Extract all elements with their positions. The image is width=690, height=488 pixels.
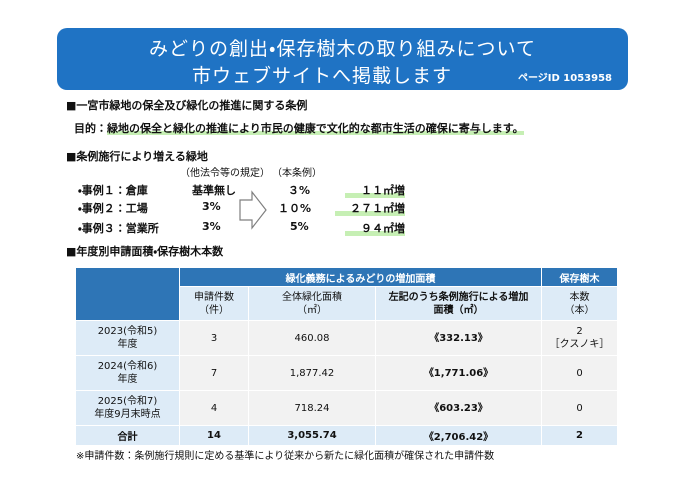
case-this: １０% [278, 202, 312, 215]
case-increase: １１㎡増 [345, 182, 405, 198]
purpose-label: 目的： [74, 122, 107, 135]
total-cell: 14 [179, 425, 249, 446]
arrow-shape [239, 190, 267, 230]
title-line: みどりの創出・保存樹木の取り組みについて [149, 38, 536, 60]
section-heading: ■年度別申請面積・保存樹木本数 [66, 245, 224, 258]
row-header: 2025(令和7) 年度9月末時点 [75, 390, 180, 426]
table-cell: 《332.13》 [375, 320, 542, 356]
column-header: 本数 （本） [541, 286, 618, 321]
case-label: ・事例１：倉庫 [78, 184, 148, 197]
table-cell: 1,877.42 [248, 355, 376, 391]
table-cell: 2 ［クスノキ］ [541, 320, 618, 356]
table-cell: 《603.23》 [375, 390, 542, 426]
purpose-text: 緑地の保全と緑化の推進により市民の健康で文化的な都市生活の確保に寄与します。 [107, 122, 524, 135]
title-banner: みどりの創出・保存樹木の取り組みについて 市ウェブサイトへ掲載します ページID… [57, 28, 628, 90]
group-header: 保存樹木 [541, 267, 618, 287]
case-other: 基準無し [192, 184, 236, 197]
case-other: 3% [202, 200, 221, 213]
case-other: 3% [202, 220, 221, 233]
case-increase: ９４㎡増 [345, 220, 405, 236]
corner-cell [75, 267, 180, 321]
table-cell: 7 [179, 355, 249, 391]
group-header: 緑化義務によるみどりの増加面積 [179, 267, 542, 287]
case-label: ・事例２：工場 [78, 202, 148, 215]
data-table: 緑化義務によるみどりの増加面積 保存樹木 申請件数 （件） 全体緑化面積 （㎡）… [75, 267, 618, 446]
column-label: （他法令等の規定） [180, 168, 270, 179]
column-header: 左記のうち条例施行による増加 面積（㎡） [375, 286, 542, 321]
purpose: 目的：緑地の保全と緑化の推進により市民の健康で文化的な都市生活の確保に寄与します… [74, 120, 524, 136]
table-row: 2025(令和7) 年度9月末時点 4 718.24 《603.23》 0 [75, 390, 618, 426]
case-label: ・事例３：営業所 [78, 222, 159, 235]
row-header: 2023(令和5) 年度 [75, 320, 180, 356]
total-cell: 3,055.74 [248, 425, 376, 446]
case-this: 5% [290, 220, 309, 233]
table-row: 申請件数 （件） 全体緑化面積 （㎡） 左記のうち条例施行による増加 面積（㎡）… [76, 286, 618, 321]
section-heading: ■一宮市緑地の保全及び緑化の推進に関する条例 [66, 99, 308, 112]
total-row: 合計 14 3,055.74 《2,706.42》 2 [75, 425, 618, 446]
table-cell: 4 [179, 390, 249, 426]
table-cell: 460.08 [248, 320, 376, 356]
table-row: 2024(令和6) 年度 7 1,877.42 《1,771.06》 0 [75, 355, 618, 391]
table-cell: 0 [541, 355, 618, 391]
table-cell: 《1,771.06》 [375, 355, 542, 391]
page-id: ページID 1053958 [517, 73, 612, 84]
section-heading: ■条例施行により増える緑地 [66, 150, 208, 163]
table-cell: 0 [541, 390, 618, 426]
case-increase: ２７１㎡増 [335, 200, 405, 216]
total-cell: 2 [541, 425, 618, 446]
column-label: （本条例） [272, 168, 322, 179]
row-header: 2024(令和6) 年度 [75, 355, 180, 391]
table-row: 2023(令和5) 年度 3 460.08 《332.13》 2 ［クスノキ］ [75, 320, 618, 356]
footnote: ※申請件数：条例施行規則に定める基準により従来から新たに緑化面積が確保された申請… [76, 451, 495, 462]
total-cell: 《2,706.42》 [375, 425, 542, 446]
table-row: 緑化義務によるみどりの増加面積 保存樹木 [75, 267, 618, 321]
table-body: 2023(令和5) 年度 3 460.08 《332.13》 2 ［クスノキ］ 2024(… [75, 320, 618, 446]
column-header: 申請件数 （件） [179, 286, 249, 321]
column-header: 全体緑化面積 （㎡） [248, 286, 376, 321]
title-line: 市ウェブサイトへ掲載します [192, 65, 453, 87]
case-this: ３% [288, 184, 311, 197]
arrow [239, 190, 267, 230]
table-cell: 3 [179, 320, 249, 356]
total-cell: 合計 [75, 425, 180, 446]
table-cell: 718.24 [248, 390, 376, 426]
